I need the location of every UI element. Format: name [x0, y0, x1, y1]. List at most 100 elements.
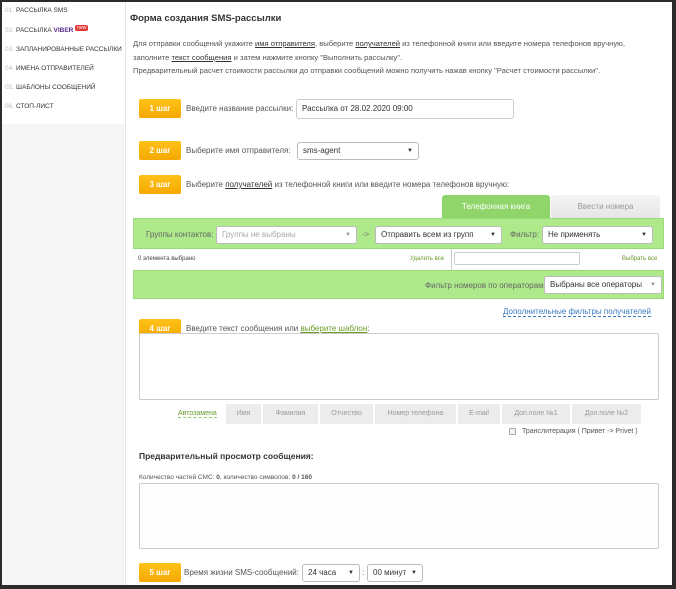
send-mode-select[interactable]: Отправить всем из групп ▼ — [375, 226, 502, 244]
text: Количество частей СМС: — [139, 474, 217, 481]
chevron-down-icon: ▼ — [348, 570, 354, 576]
sender-name-link[interactable]: имя отправителя — [255, 39, 315, 48]
new-badge: new — [75, 25, 89, 31]
filter-select[interactable]: Не применять ▼ — [542, 226, 653, 244]
intro-line-1: Для отправки сообщений укажите имя отпра… — [133, 39, 625, 48]
preview-box — [139, 483, 659, 549]
sidebar: 01. Рассылка SMS 02. Рассылка VIBER new 03… — [2, 2, 124, 132]
extra-filters-link[interactable]: Дополнительные фильтры получателей — [503, 307, 651, 317]
sidebar-item-stoplist[interactable]: 06. Стоп-лист — [5, 103, 53, 110]
sms-count: Количество частей СМС: 0, количество сим… — [139, 474, 312, 481]
operators-select[interactable]: Выбраны все операторы ▼ — [544, 276, 662, 294]
step-5-label: Время жизни SMS-сообщений: — [184, 568, 299, 577]
step-2-badge: 2 шаг — [139, 141, 181, 160]
text: Введите текст сообщения или — [186, 324, 301, 333]
translit-checkbox[interactable] — [509, 428, 516, 435]
operators-label: Фильтр номеров по операторам: — [425, 281, 546, 290]
sidebar-item-scheduled[interactable]: 03. Запланированные рассылки — [5, 46, 122, 53]
select-value: Группы не выбраны — [222, 230, 296, 239]
insert-email-button[interactable]: E-mail — [458, 404, 500, 424]
select-value: Отправить всем из групп — [381, 230, 474, 239]
item-label: Стоп-лист — [16, 103, 54, 110]
item-num: 05. — [5, 84, 15, 91]
item-num: 02. — [5, 27, 15, 34]
text: Для отправки сообщений укажите — [133, 39, 256, 48]
text: и затем нажмите кнопку "Выполнить рассыл… — [231, 53, 403, 62]
tab-enter-numbers[interactable]: Ввести номера — [551, 195, 660, 218]
remove-all-link[interactable]: Удалить все — [410, 256, 445, 262]
item-num: 06. — [5, 103, 15, 110]
divider — [125, 2, 126, 585]
step-1-badge: 1 шаг — [139, 99, 181, 118]
hours-select[interactable]: 24 часа ▼ — [302, 564, 360, 582]
groups-select[interactable]: Группы не выбраны ▼ — [216, 226, 357, 244]
text: , количество символов: — [219, 474, 293, 481]
preview-title: Предварительный просмотр сообщения: — [139, 451, 314, 461]
filter-label: Фильтр: — [510, 230, 540, 239]
recipients-link[interactable]: получателей — [225, 180, 273, 189]
chevron-down-icon: ▼ — [641, 232, 647, 238]
sender-select[interactable]: sms-agent ▼ — [297, 142, 419, 160]
sidebar-item-templates[interactable]: 05. Шаблоны сообщений — [5, 84, 96, 91]
item-label: Рассылка — [16, 27, 54, 34]
page-title: Форма создания SMS-рассылки — [130, 13, 282, 24]
chevron-down-icon: ▼ — [490, 232, 496, 238]
item-num: 01. — [5, 7, 15, 14]
recipients-link[interactable]: получателей — [355, 39, 401, 48]
step-2-label: Выберите имя отправителя: — [186, 146, 291, 155]
select-all-link[interactable]: Выбрать все — [622, 256, 658, 262]
text: , выберите — [314, 39, 356, 48]
intro-line-3: Предварительный расчет стоимости рассылк… — [133, 66, 601, 75]
contacts-search-input[interactable] — [454, 252, 580, 265]
item-label: Рассылка SMS — [16, 7, 68, 14]
tab-phonebook[interactable]: Телефонная книга — [442, 195, 550, 218]
arrow-text: -> — [362, 230, 370, 239]
sidebar-item-senders[interactable]: 04. Имена отправителей — [5, 65, 94, 72]
step-3-label: Выберите получателей из телефонной книги… — [186, 180, 509, 189]
insert-extra1-button[interactable]: Доп.поле №1 — [502, 404, 570, 424]
text: из телефонной книги или введите номера т… — [400, 39, 625, 48]
mailing-name-input[interactable]: Рассылка от 28.02.2020 09:00 — [296, 99, 514, 119]
insert-name-button[interactable]: Имя — [226, 404, 261, 424]
select-value: Не применять — [548, 230, 601, 239]
chevron-down-icon: ▼ — [345, 232, 351, 238]
select-value: 00 минут — [373, 568, 407, 577]
viber-brand: VIBER — [53, 27, 74, 34]
message-textarea[interactable] — [139, 333, 659, 400]
autoreplace-label: Автозамена — [178, 410, 217, 418]
chevron-down-icon: ▼ — [650, 282, 656, 288]
step-4-label: Введите текст сообщения или выберите шаб… — [186, 324, 370, 333]
item-label: Запланированные рассылки — [16, 46, 122, 53]
item-num: 03. — [5, 46, 15, 53]
step-5-badge: 5 шаг — [139, 563, 181, 582]
text: из телефонной книги или введите номера т… — [272, 180, 510, 189]
minutes-select[interactable]: 00 минут ▼ — [367, 564, 423, 582]
item-num: 04. — [5, 65, 15, 72]
item-label: Имена отправителей — [16, 65, 94, 72]
insert-phone-button[interactable]: Номер телефона — [375, 404, 456, 424]
text: заполните — [133, 53, 172, 62]
text: Выберите — [186, 180, 226, 189]
chars-value: 0 / 160 — [292, 474, 312, 481]
selected-count: 0 элемента выбрано — [138, 256, 196, 262]
divider — [451, 249, 452, 270]
groups-label: Группы контактов: — [146, 230, 214, 239]
sidebar-item-sms[interactable]: 01. Рассылка SMS — [5, 7, 68, 14]
insert-surname-button[interactable]: Фамилия — [263, 404, 318, 424]
insert-extra2-button[interactable]: Доп.поле №2 — [572, 404, 641, 424]
sidebar-item-viber[interactable]: 02. Рассылка VIBER new — [5, 25, 89, 34]
insert-patronymic-button[interactable]: Отчество — [320, 404, 373, 424]
choose-template-link[interactable]: выберите шаблон — [300, 324, 368, 333]
select-value: 24 часа — [308, 568, 337, 577]
message-text-link[interactable]: текст сообщения — [171, 53, 232, 62]
sidebar-background — [2, 124, 124, 585]
step-1-label: Введите название рассылки: — [186, 104, 294, 113]
text: : — [367, 324, 370, 333]
time-separator: : — [362, 568, 365, 577]
select-value: Выбраны все операторы — [550, 280, 642, 289]
chevron-down-icon: ▼ — [407, 148, 413, 154]
parts-value: 0 — [216, 474, 220, 481]
intro-line-2: заполните текст сообщения и затем нажмит… — [133, 53, 402, 62]
translit-label: Транслитерация ( Привет -> Privet ) — [522, 428, 638, 435]
